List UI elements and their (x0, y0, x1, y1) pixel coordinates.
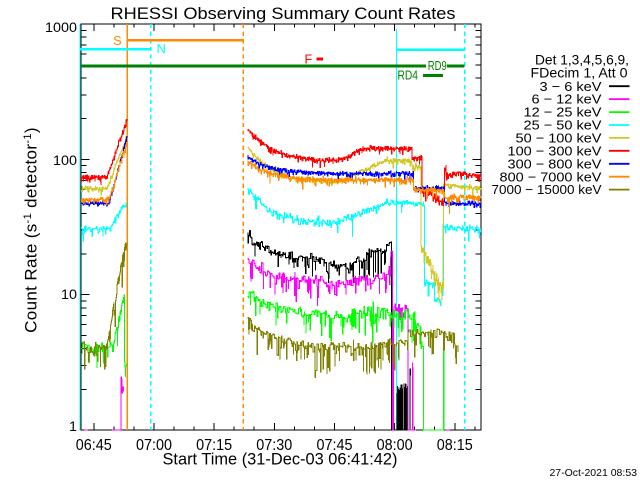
svg-text:RD9: RD9 (428, 58, 447, 73)
svg-text:25 − 50 keV: 25 − 50 keV (524, 118, 602, 133)
svg-text:07:00: 07:00 (136, 437, 172, 454)
svg-text:7000 − 15000 keV: 7000 − 15000 keV (492, 182, 602, 197)
svg-text:07:30: 07:30 (256, 437, 292, 454)
svg-text:100: 100 (53, 153, 77, 168)
svg-text:06:45: 06:45 (76, 437, 112, 454)
svg-text:FDecim 1, Att 0: FDecim 1, Att 0 (531, 66, 628, 81)
svg-text:RD4: RD4 (398, 68, 419, 83)
svg-text:08:00: 08:00 (377, 437, 413, 454)
svg-text:100 − 300 keV: 100 − 300 keV (508, 143, 602, 158)
svg-text:F: F (305, 53, 313, 67)
svg-text:Det 1,3,4,5,6,9,: Det 1,3,4,5,6,9, (535, 52, 629, 67)
svg-text:08:15: 08:15 (437, 437, 473, 454)
svg-text:N: N (157, 41, 166, 56)
svg-text:Start Time (31-Dec-03 06:41:42: Start Time (31-Dec-03 06:41:42) (163, 450, 398, 469)
svg-text:S: S (113, 33, 122, 48)
svg-text:800 − 7000 keV: 800 − 7000 keV (500, 169, 602, 184)
svg-text:1000: 1000 (45, 20, 77, 35)
svg-text:50 − 100 keV: 50 − 100 keV (516, 131, 602, 146)
svg-text:RHESSI Observing Summary Count: RHESSI Observing Summary Count Rates (111, 4, 456, 23)
svg-text:27-Oct-2021 08:53: 27-Oct-2021 08:53 (549, 467, 637, 479)
svg-text:10: 10 (61, 287, 77, 302)
svg-text:6 − 12 keV: 6 − 12 keV (532, 92, 602, 107)
svg-text:300 − 800 keV: 300 − 800 keV (508, 156, 602, 171)
svg-text:1: 1 (69, 419, 77, 434)
svg-text:3 − 6 keV: 3 − 6 keV (540, 79, 602, 94)
svg-text:07:15: 07:15 (196, 437, 232, 454)
svg-text:07:45: 07:45 (317, 437, 353, 454)
svg-text:12 − 25 keV: 12 − 25 keV (524, 105, 602, 120)
svg-text:Count Rate (s-1 detector-1): Count Rate (s-1 detector-1) (22, 127, 41, 333)
